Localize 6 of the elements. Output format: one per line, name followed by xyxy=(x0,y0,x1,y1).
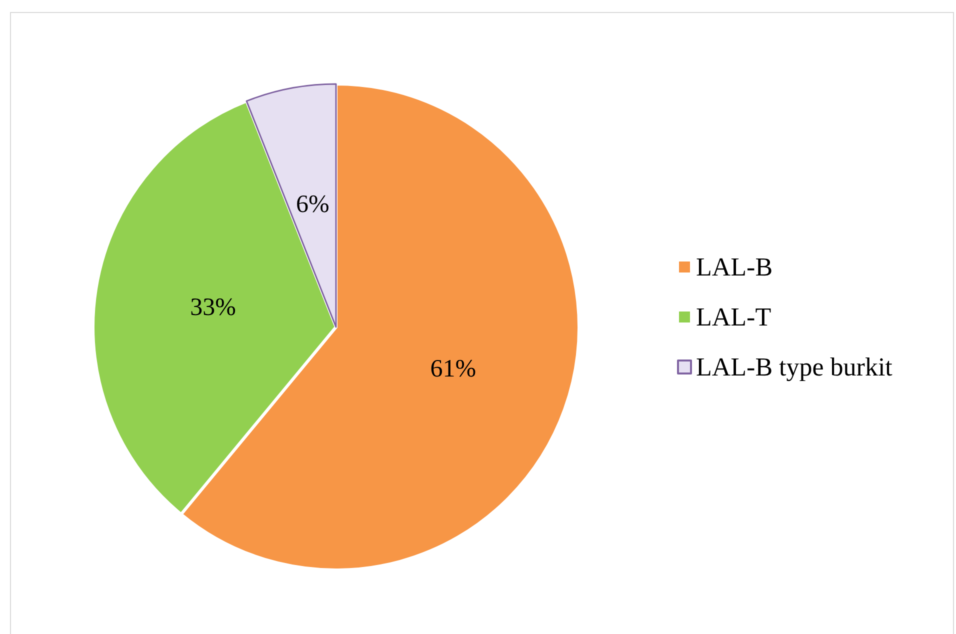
data-label: 61% xyxy=(430,356,476,383)
data-label: 33% xyxy=(190,294,236,322)
legend-label: LAL-T xyxy=(696,302,772,332)
legend-label: LAL-B xyxy=(696,252,773,282)
legend-label: LAL-B type burkit xyxy=(696,352,894,382)
data-label: 6% xyxy=(296,191,330,218)
